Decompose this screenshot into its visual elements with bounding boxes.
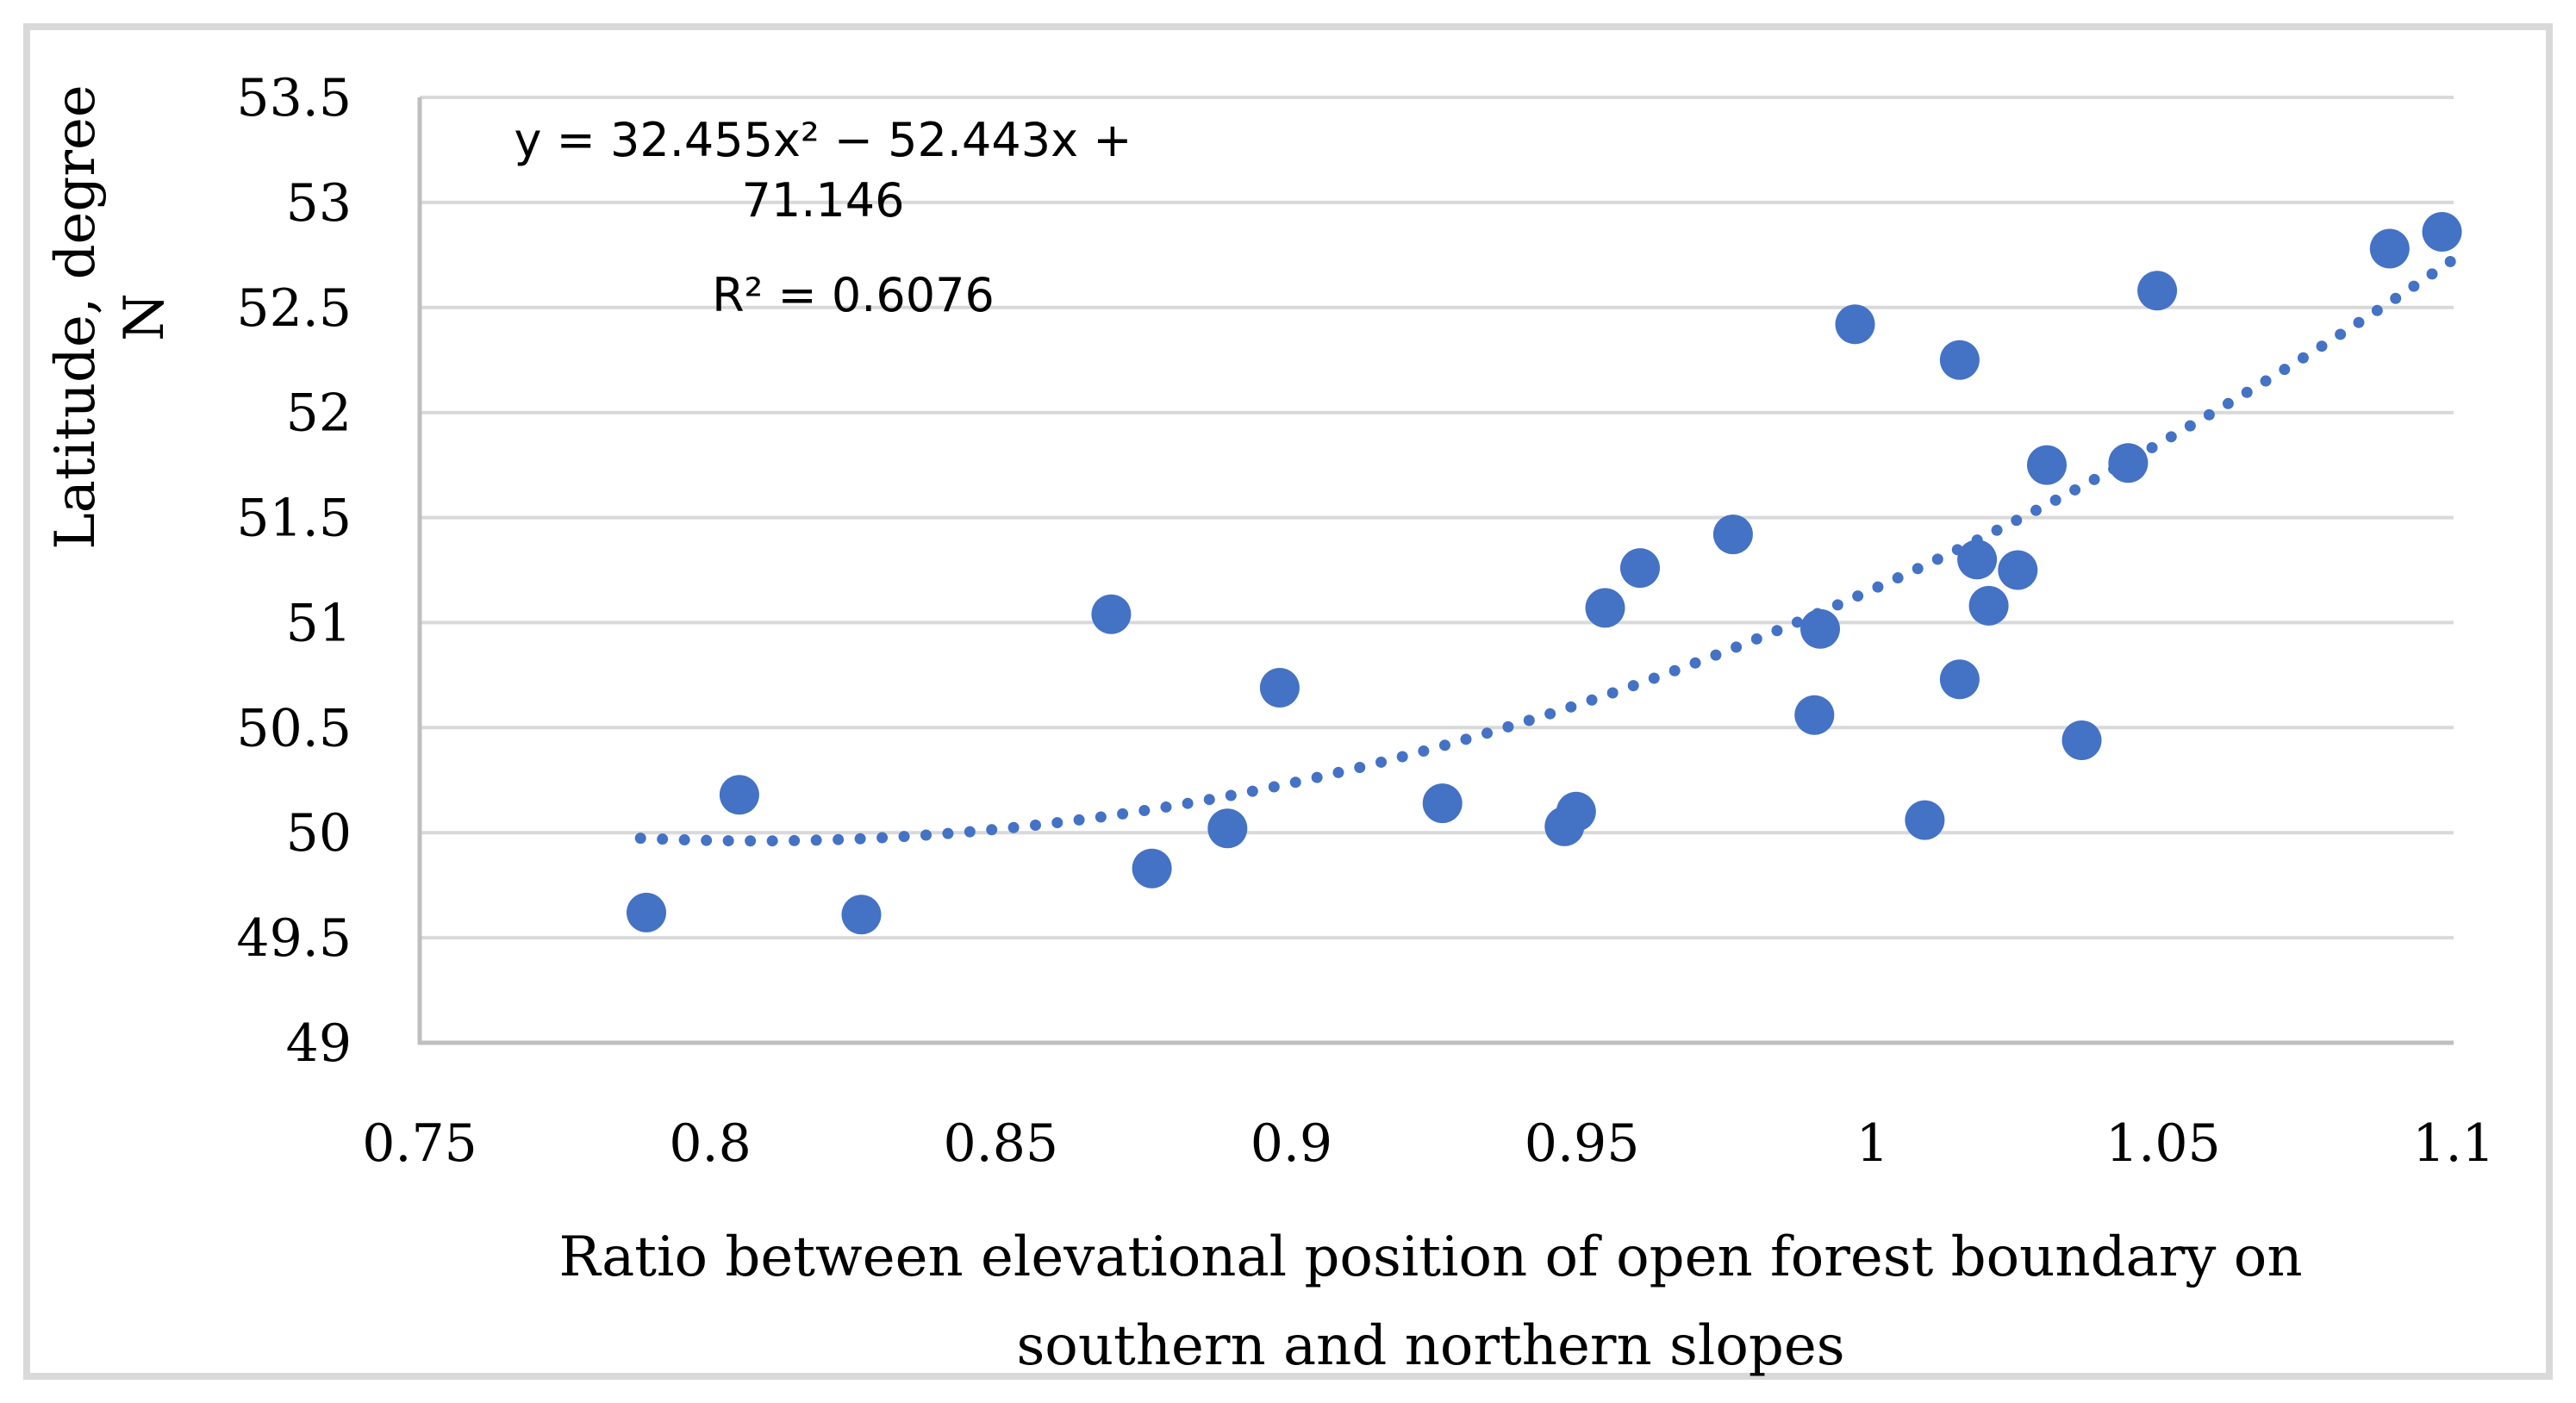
- data-point: [1132, 848, 1172, 889]
- y-axis-title: Latitude, degree N: [44, 84, 177, 550]
- data-point: [2422, 212, 2462, 252]
- x-tick-label: 1.1: [2412, 1113, 2494, 1174]
- data-point: [627, 892, 666, 932]
- y-tick-label: 49: [286, 1013, 352, 1074]
- x-axis-title: Ratio between elevational position of op…: [396, 1213, 2465, 1391]
- data-point: [841, 895, 882, 935]
- data-point: [2137, 271, 2178, 311]
- data-point: [1422, 783, 1463, 824]
- data-point: [2108, 443, 2149, 483]
- x-axis-title-line2: southern and northern slopes: [1016, 1314, 1845, 1378]
- data-point: [1556, 791, 1596, 832]
- y-tick-label: 50: [286, 803, 352, 864]
- data-point: [1620, 548, 1660, 589]
- y-tick-label: 53.5: [236, 68, 352, 128]
- data-point: [2369, 228, 2410, 269]
- trendline-annotation: y = 32.455x² − 52.443x + 71.146 R² = 0.6…: [435, 110, 1211, 326]
- y-tick-labels-group: 49 49.5 50 50.5 51 51.5 52 52.5 53 53.5: [236, 68, 352, 1074]
- data-point: [1091, 594, 1132, 634]
- figure-border: [23, 23, 2553, 1380]
- data-point: [2027, 445, 2067, 485]
- x-axis-title-line1: Ratio between elevational position of op…: [558, 1225, 2303, 1289]
- trendline: [634, 253, 2460, 847]
- x-tick-label: 0.95: [1525, 1113, 1640, 1174]
- data-point: [1998, 550, 2038, 590]
- gridlines-group: [420, 96, 2454, 940]
- y-tick-label: 52.5: [236, 278, 352, 339]
- data-point: [1259, 668, 1300, 708]
- x-tick-label: 1.05: [2105, 1113, 2221, 1174]
- axes-group: [417, 97, 2454, 1045]
- x-tick-label: 0.9: [1251, 1113, 1332, 1174]
- data-points-group: [627, 212, 2462, 935]
- data-point: [1712, 514, 1753, 555]
- y-tick-label: 52: [286, 383, 352, 444]
- x-tick-label: 0.85: [944, 1113, 1059, 1174]
- x-tick-label: 0.75: [362, 1113, 477, 1174]
- y-tick-label: 51: [286, 593, 352, 653]
- trendline-equation: y = 32.455x² − 52.443x + 71.146: [514, 113, 1132, 228]
- trendline-group: [634, 253, 2460, 847]
- data-point: [1905, 800, 1945, 840]
- data-point: [1957, 539, 1998, 580]
- y-tick-label: 53: [286, 173, 352, 234]
- data-point: [1800, 608, 1840, 649]
- y-tick-label: 49.5: [236, 908, 352, 969]
- x-tick-label: 1: [1856, 1113, 1889, 1174]
- data-point: [1968, 585, 2009, 626]
- x-tick-labels-group: 0.75 0.8 0.85 0.9 0.95 1 1.05 1.1: [362, 1113, 2495, 1174]
- y-tick-label: 50.5: [236, 698, 352, 758]
- data-point: [1835, 304, 1875, 345]
- y-tick-label: 51.5: [236, 489, 352, 549]
- data-point: [1207, 808, 1248, 849]
- x-tick-label: 0.8: [669, 1113, 751, 1174]
- data-point: [1794, 695, 1835, 735]
- data-point: [1939, 659, 1980, 700]
- data-point: [1585, 588, 1625, 628]
- data-point: [2061, 720, 2102, 760]
- data-point: [1939, 340, 1980, 380]
- data-point: [719, 775, 759, 815]
- r-squared-value: R² = 0.6076: [712, 268, 995, 322]
